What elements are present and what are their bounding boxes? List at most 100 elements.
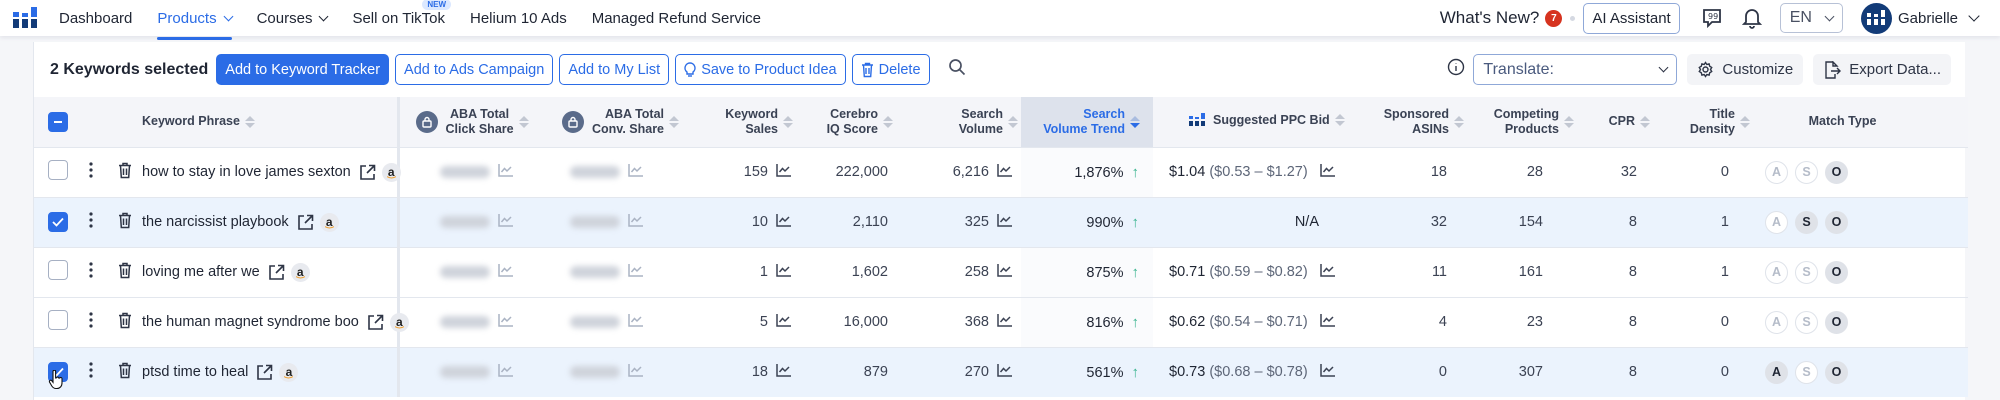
- feedback-icon[interactable]: 99: [1692, 7, 1732, 29]
- sort-icon[interactable]: [1564, 115, 1574, 128]
- info-icon[interactable]: [1447, 58, 1465, 81]
- chart-icon[interactable]: [497, 363, 514, 381]
- chart-icon[interactable]: [628, 213, 644, 231]
- match-phrase-toggle[interactable]: S: [1795, 360, 1818, 384]
- chart-icon[interactable]: [776, 213, 792, 231]
- row-trash-icon[interactable]: [108, 247, 142, 297]
- user-menu[interactable]: Gabrielle: [1898, 10, 1980, 27]
- table-row[interactable]: the human magnet syndrome boo a 5 16,000…: [34, 297, 1968, 347]
- external-link-icon[interactable]: [256, 364, 273, 381]
- chart-icon[interactable]: [1319, 163, 1336, 181]
- row-menu-icon[interactable]: [74, 347, 108, 397]
- chart-icon[interactable]: [497, 163, 514, 181]
- save-to-product-idea-button[interactable]: Save to Product Idea: [675, 54, 846, 85]
- sort-icon[interactable]: [244, 115, 255, 128]
- keyword-text[interactable]: loving me after we: [142, 264, 260, 280]
- select-all-checkbox[interactable]: [48, 111, 68, 132]
- chart-icon[interactable]: [997, 363, 1013, 381]
- chart-icon[interactable]: [1319, 313, 1336, 331]
- col-competing-products[interactable]: Competing Products: [1467, 97, 1577, 147]
- sort-icon[interactable]: [1334, 114, 1345, 126]
- chart-icon[interactable]: [776, 263, 792, 281]
- keyword-text[interactable]: how to stay in love james sexton: [142, 164, 351, 180]
- row-trash-icon[interactable]: [108, 297, 142, 347]
- match-exact-toggle[interactable]: O: [1825, 310, 1848, 334]
- sort-icon[interactable]: [669, 115, 680, 128]
- col-keyword-sales[interactable]: Keyword Sales: [706, 97, 796, 147]
- search-icon[interactable]: [948, 58, 966, 81]
- col-sponsored-asins[interactable]: Sponsored ASINs: [1349, 97, 1467, 147]
- col-title-density[interactable]: Title Density: [1653, 97, 1753, 147]
- sort-icon[interactable]: [1640, 115, 1650, 128]
- nav-products[interactable]: Products: [157, 0, 234, 40]
- table-row[interactable]: loving me after we a 1 1,602 258 875% ↑ $…: [34, 247, 1968, 297]
- match-broad-toggle[interactable]: A: [1765, 160, 1788, 184]
- nav-helium10-ads[interactable]: Helium 10 Ads: [470, 0, 567, 36]
- row-checkbox[interactable]: [48, 212, 68, 232]
- col-suggested-ppc-bid[interactable]: Suggested PPC Bid: [1153, 97, 1349, 147]
- add-to-my-list-button[interactable]: Add to My List: [559, 54, 670, 85]
- nav-dashboard[interactable]: Dashboard: [59, 0, 132, 36]
- sort-icon[interactable]: [1454, 115, 1464, 128]
- keyword-text[interactable]: the narcissist playbook: [142, 214, 289, 230]
- amazon-icon[interactable]: a: [279, 362, 299, 382]
- match-broad-toggle[interactable]: A: [1765, 260, 1788, 284]
- row-trash-icon[interactable]: [108, 147, 142, 197]
- chart-icon[interactable]: [776, 313, 792, 331]
- add-to-ads-campaign-button[interactable]: Add to Ads Campaign: [395, 54, 554, 85]
- amazon-icon[interactable]: a: [290, 262, 310, 282]
- chart-icon[interactable]: [997, 163, 1013, 181]
- delete-button[interactable]: Delete: [851, 54, 930, 85]
- chart-icon[interactable]: [628, 163, 644, 181]
- chart-icon[interactable]: [628, 263, 644, 281]
- sort-icon[interactable]: [783, 115, 793, 128]
- match-broad-toggle[interactable]: A: [1765, 360, 1788, 384]
- col-cerebro-iq-score[interactable]: Cerebro IQ Score: [796, 97, 896, 147]
- nav-courses[interactable]: Courses: [257, 0, 329, 36]
- translate-select[interactable]: Translate:: [1473, 54, 1678, 85]
- chart-icon[interactable]: [997, 263, 1013, 281]
- whats-new-link[interactable]: What's New? 7: [1440, 8, 1563, 28]
- ai-assistant-button[interactable]: AI Assistant: [1583, 2, 1680, 34]
- row-menu-icon[interactable]: [74, 197, 108, 247]
- chart-icon[interactable]: [776, 163, 792, 181]
- sort-icon[interactable]: [518, 115, 529, 128]
- sort-icon[interactable]: [1008, 115, 1018, 128]
- col-aba-click-share[interactable]: ABA Total Click Share: [398, 97, 558, 147]
- sort-icon[interactable]: [1740, 115, 1750, 128]
- match-exact-toggle[interactable]: O: [1825, 260, 1848, 284]
- sort-desc-icon[interactable]: [1130, 115, 1140, 128]
- external-link-icon[interactable]: [367, 314, 384, 331]
- col-keyword-phrase[interactable]: Keyword Phrase: [142, 97, 400, 147]
- match-phrase-toggle[interactable]: S: [1795, 210, 1818, 234]
- language-select[interactable]: EN: [1779, 3, 1843, 33]
- avatar[interactable]: [1860, 2, 1892, 34]
- chart-icon[interactable]: [628, 363, 644, 381]
- col-aba-conv-share[interactable]: ABA Total Conv. Share: [558, 97, 706, 147]
- chart-icon[interactable]: [497, 313, 514, 331]
- keyword-text[interactable]: ptsd time to heal: [142, 364, 249, 381]
- row-menu-icon[interactable]: [74, 147, 108, 197]
- nav-sell-on-tiktok[interactable]: Sell on TikTok NEW: [352, 0, 451, 36]
- external-link-icon[interactable]: [297, 214, 314, 231]
- table-row[interactable]: ptsd time to heal a 18 879 270 561% ↑ $0.…: [34, 347, 1968, 397]
- helium10-logo-icon[interactable]: [13, 7, 37, 29]
- keyword-text[interactable]: the human magnet syndrome boo: [142, 314, 359, 330]
- col-search-volume[interactable]: Search Volume: [896, 97, 1021, 147]
- amazon-icon[interactable]: a: [381, 162, 401, 182]
- row-trash-icon[interactable]: [108, 197, 142, 247]
- external-link-icon[interactable]: [268, 264, 285, 281]
- col-cpr[interactable]: CPR: [1577, 97, 1653, 147]
- match-phrase-toggle[interactable]: S: [1795, 160, 1818, 184]
- match-exact-toggle[interactable]: O: [1825, 360, 1848, 384]
- amazon-icon[interactable]: a: [389, 312, 409, 332]
- row-menu-icon[interactable]: [74, 247, 108, 297]
- sort-icon[interactable]: [883, 115, 893, 128]
- nav-managed-refund-service[interactable]: Managed Refund Service: [592, 0, 761, 36]
- chart-icon[interactable]: [497, 263, 514, 281]
- amazon-icon[interactable]: a: [319, 212, 339, 232]
- chart-icon[interactable]: [1319, 363, 1336, 381]
- export-data-button[interactable]: Export Data...: [1813, 54, 1951, 85]
- table-row[interactable]: how to stay in love james sexton a 159 2…: [34, 147, 1968, 197]
- row-checkbox[interactable]: [48, 260, 68, 280]
